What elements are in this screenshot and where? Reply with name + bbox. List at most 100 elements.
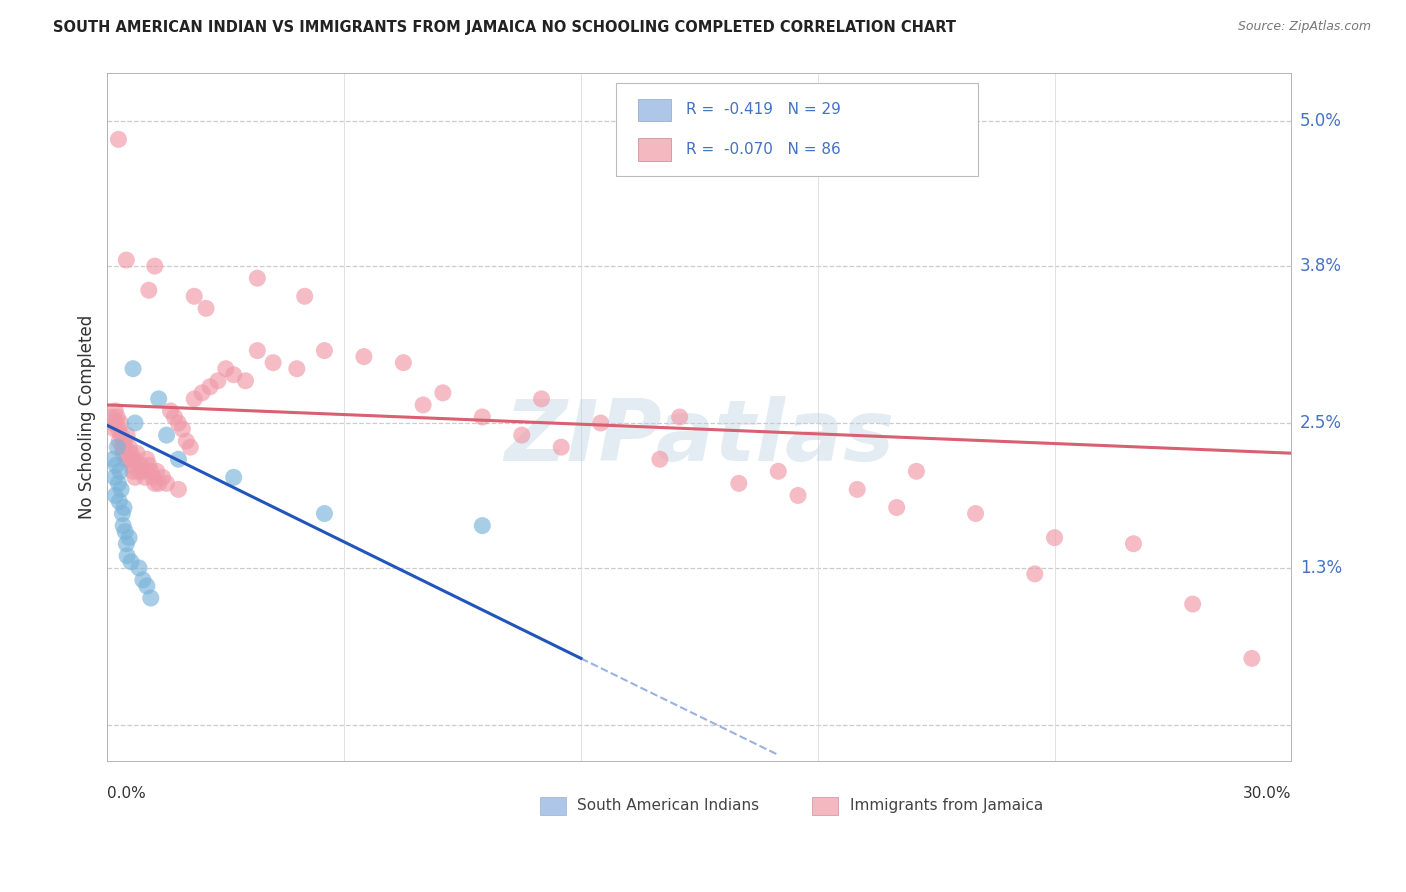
Point [198,380,221,394]
Text: 3.8%: 3.8% [1299,257,1341,275]
Text: R =  -0.070   N = 86: R = -0.070 N = 86 [686,142,841,157]
Point [103,452,125,467]
Point [143,476,166,491]
Point [550,440,572,454]
Point [471,518,494,533]
Point [124,416,146,430]
Point [120,446,142,460]
Text: Source: ZipAtlas.com: Source: ZipAtlas.com [1237,20,1371,33]
Point [668,409,690,424]
Point [183,289,205,303]
Point [1240,651,1263,665]
Point [104,404,127,418]
Point [139,464,162,478]
Point [148,476,170,491]
Point [314,507,336,521]
Point [110,428,132,442]
Point [727,476,749,491]
Point [125,446,148,460]
Point [107,132,129,146]
Point [103,422,125,436]
FancyBboxPatch shape [638,99,671,121]
Point [1122,537,1144,551]
Point [886,500,908,515]
Point [128,561,150,575]
Point [112,500,135,515]
Point [115,452,138,467]
Point [111,440,134,454]
Point [105,416,128,430]
Point [412,398,434,412]
Point [215,361,238,376]
Point [965,507,987,521]
Text: 2.5%: 2.5% [1299,414,1341,432]
Point [432,385,454,400]
Point [132,573,155,587]
Point [114,524,136,539]
Point [294,289,316,303]
Point [115,253,138,268]
Point [135,452,157,467]
Point [207,374,229,388]
FancyBboxPatch shape [811,797,838,814]
Point [138,458,160,473]
Point [159,404,181,418]
Point [179,440,201,454]
Text: Immigrants from Jamaica: Immigrants from Jamaica [849,798,1043,814]
Point [110,416,132,430]
Point [183,392,205,406]
Text: R =  -0.419   N = 29: R = -0.419 N = 29 [686,103,841,118]
Point [122,361,145,376]
Point [142,470,165,484]
Point [155,428,177,442]
Point [122,464,145,478]
Point [118,440,141,454]
Point [195,301,218,316]
Point [120,555,142,569]
Point [768,464,790,478]
Point [167,416,190,430]
Text: SOUTH AMERICAN INDIAN VS IMMIGRANTS FROM JAMAICA NO SCHOOLING COMPLETED CORRELAT: SOUTH AMERICAN INDIAN VS IMMIGRANTS FROM… [53,20,956,35]
Point [129,458,152,473]
Point [112,434,135,449]
Point [787,488,810,502]
Point [103,416,125,430]
Point [105,458,128,473]
FancyBboxPatch shape [616,83,977,177]
Point [648,452,671,467]
Point [115,428,138,442]
FancyBboxPatch shape [638,138,671,161]
Point [115,549,138,563]
Point [246,271,269,285]
Point [104,488,127,502]
Point [176,434,198,449]
Text: 5.0%: 5.0% [1299,112,1341,130]
FancyBboxPatch shape [540,797,565,814]
Point [471,409,494,424]
Point [105,409,128,424]
Point [108,494,131,508]
Point [105,440,128,454]
Point [905,464,928,478]
Point [108,434,131,449]
Point [167,483,190,497]
Point [122,452,145,467]
Point [314,343,336,358]
Text: 1.3%: 1.3% [1299,559,1341,577]
Text: 0.0%: 0.0% [107,786,146,801]
Point [191,385,214,400]
Point [107,422,129,436]
Point [108,464,131,478]
Point [118,531,141,545]
Point [120,452,142,467]
Text: 30.0%: 30.0% [1243,786,1291,801]
Point [510,428,533,442]
Point [285,361,308,376]
Point [112,446,135,460]
Point [124,470,146,484]
Point [589,416,612,430]
Point [235,374,257,388]
Point [392,356,415,370]
Point [846,483,869,497]
Point [148,392,170,406]
